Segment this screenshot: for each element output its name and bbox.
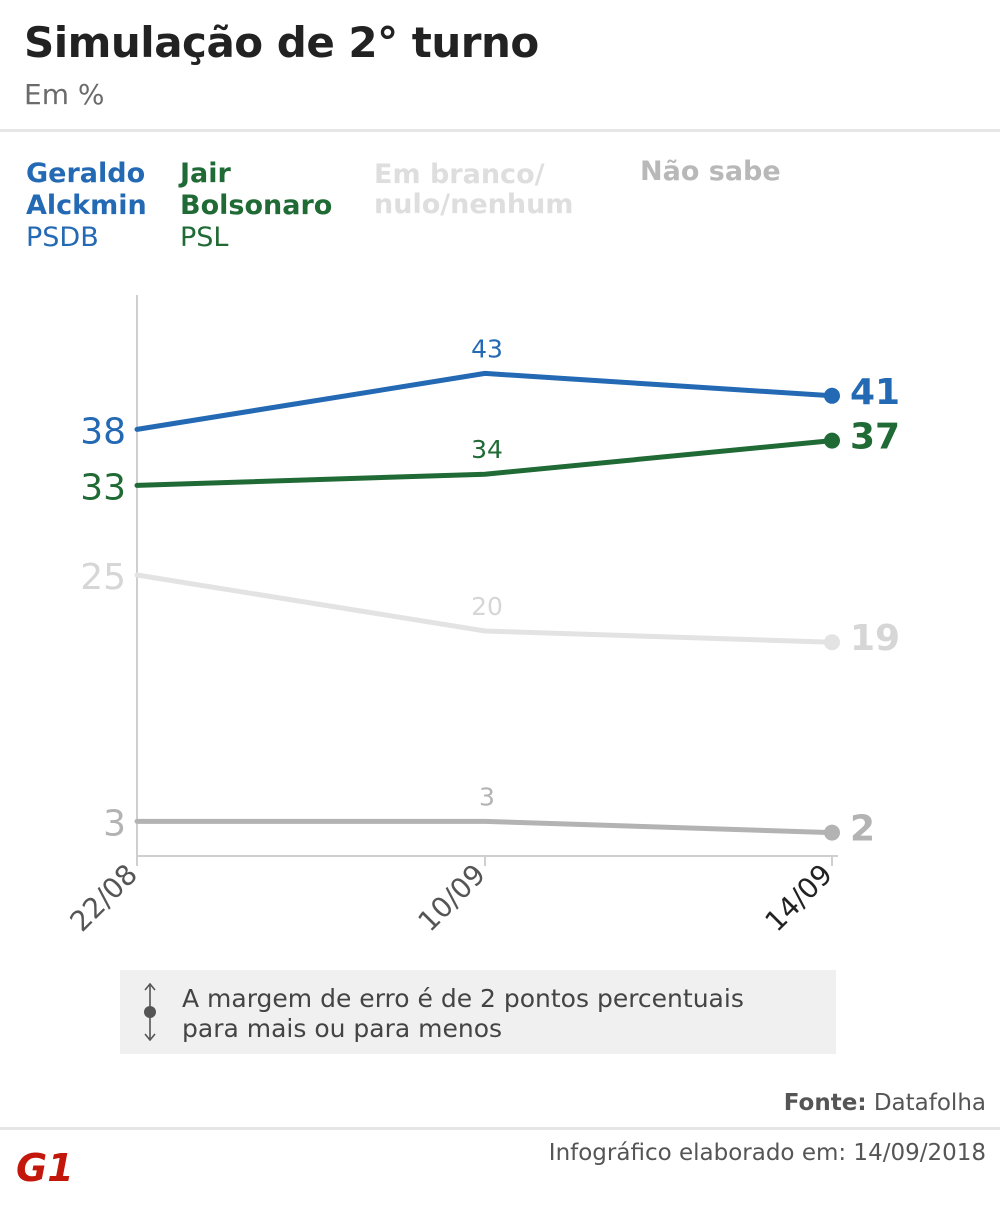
legend-name-line1: Jair xyxy=(180,158,231,189)
source: Fonte: Datafolha xyxy=(784,1090,986,1116)
footer-credit: Infográfico elaborado em: 14/09/2018 xyxy=(548,1140,986,1166)
chart-subtitle: Em % xyxy=(24,78,105,111)
x-tick-label: 22/08 xyxy=(64,858,144,938)
x-tick-label: 14/09 xyxy=(759,858,839,938)
data-label-mid: 34 xyxy=(471,435,503,464)
g1-logo-text: G1 xyxy=(16,1147,74,1185)
legend-party: PSDB xyxy=(26,222,99,253)
margin-error-icon xyxy=(144,982,156,1042)
series-line xyxy=(134,370,835,432)
top-divider xyxy=(0,129,1000,132)
x-tick-label: 10/09 xyxy=(412,858,492,938)
series-end-point xyxy=(824,432,840,449)
data-label-end: 41 xyxy=(850,372,900,413)
series-end-point xyxy=(824,824,840,841)
legend-item-alckmin: Geraldo Alckmin PSDB xyxy=(26,158,147,254)
data-label-start: 38 xyxy=(80,411,126,452)
data-label-mid: 20 xyxy=(471,592,503,621)
legend-name-line1: Em branco/ xyxy=(374,159,545,190)
g1-logo: G1 xyxy=(16,1147,74,1185)
margin-of-error-note: A margem de erro é de 2 pontos percentua… xyxy=(120,970,836,1054)
data-label-start: 25 xyxy=(80,557,126,598)
data-label-end: 2 xyxy=(850,809,875,850)
legend-name-line2: nulo/nenhum xyxy=(374,189,574,220)
chart-title: Simulação de 2° turno xyxy=(24,18,539,67)
source-value: Datafolha xyxy=(873,1090,986,1116)
legend-item-branco-nulo: Em branco/ nulo/nenhum xyxy=(374,160,573,220)
data-label-end: 37 xyxy=(850,417,900,458)
series-end-point xyxy=(824,387,840,404)
data-label-mid: 3 xyxy=(479,782,495,811)
data-label-start: 33 xyxy=(80,467,126,508)
series-line xyxy=(134,818,835,836)
note-text: A margem de erro é de 2 pontos percentua… xyxy=(182,984,822,1044)
legend-name-line1: Não sabe xyxy=(640,156,781,187)
legend-name-line2: Alckmin xyxy=(26,190,147,221)
series-end-point xyxy=(824,634,840,651)
note-line2: para mais ou para menos xyxy=(182,1014,503,1043)
legend-name-line1: Geraldo xyxy=(26,158,146,189)
legend-party: PSL xyxy=(180,222,229,253)
legend-item-bolsonaro: Jair Bolsonaro PSL xyxy=(180,158,332,254)
note-line1: A margem de erro é de 2 pontos percentua… xyxy=(182,984,744,1013)
data-label-end: 19 xyxy=(850,618,900,659)
series-line xyxy=(134,438,835,488)
source-label: Fonte: xyxy=(783,1090,867,1116)
bottom-divider xyxy=(0,1127,1000,1130)
data-label-mid: 43 xyxy=(471,334,503,363)
legend-item-nao-sabe: Não sabe xyxy=(640,156,781,188)
data-label-start: 3 xyxy=(103,803,126,844)
legend-name-line2: Bolsonaro xyxy=(180,190,333,221)
series-line xyxy=(134,572,835,645)
